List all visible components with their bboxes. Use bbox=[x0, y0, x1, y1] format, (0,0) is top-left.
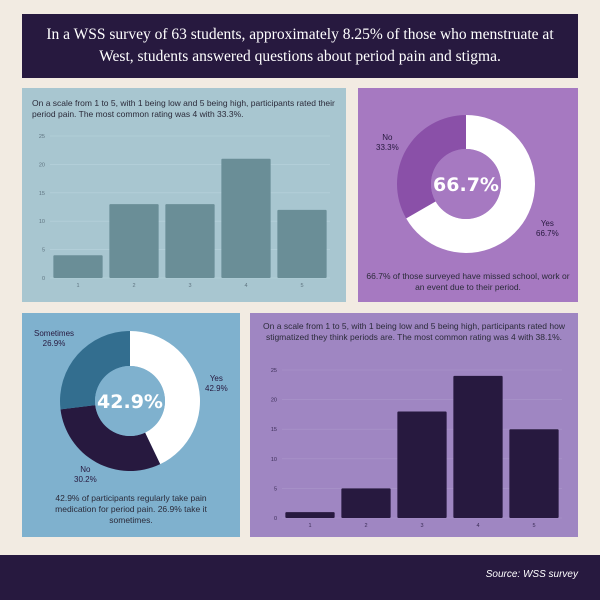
donut-center-label: 66.7% bbox=[433, 174, 499, 196]
x-tick-label: 1 bbox=[308, 523, 311, 529]
donut-hole bbox=[95, 366, 165, 436]
pain-rating-panel: On a scale from 1 to 5, with 1 being low… bbox=[22, 88, 346, 302]
bar bbox=[277, 209, 327, 278]
y-tick-label: 20 bbox=[271, 398, 277, 404]
slice-label-no-value: 30.2% bbox=[74, 474, 97, 484]
pain-rating-bar-chart: 0 5 10 15 20 25 1 2 3 4 5 bbox=[39, 134, 330, 289]
donut-slice bbox=[60, 331, 130, 410]
slice-label-yes-value: 66.7% bbox=[536, 228, 559, 238]
bar bbox=[53, 255, 103, 278]
missed-events-donut-chart: 66.7% bbox=[397, 115, 535, 254]
slice-label-sometimes: Sometimes 26.9% bbox=[34, 329, 74, 348]
y-tick-label: 5 bbox=[274, 486, 277, 492]
slice-label-yes: Yes 66.7% bbox=[536, 219, 559, 238]
slice-label-yes-value: 42.9% bbox=[205, 383, 228, 393]
bar bbox=[341, 488, 391, 518]
page-title: In a WSS survey of 63 students, approxim… bbox=[22, 14, 578, 78]
stigma-rating-description: On a scale from 1 to 5, with 1 being low… bbox=[263, 321, 565, 342]
x-tick-label: 5 bbox=[300, 283, 303, 289]
pain-medication-description: 42.9% of participants regularly take pai… bbox=[55, 493, 207, 525]
slice-label-no-name: No bbox=[382, 133, 393, 142]
bar bbox=[285, 512, 335, 518]
y-tick-label: 0 bbox=[42, 276, 45, 282]
y-tick-label: 20 bbox=[39, 162, 45, 168]
donut-hole bbox=[431, 149, 501, 219]
x-tick-label: 1 bbox=[76, 283, 79, 289]
slice-label-yes-name: Yes bbox=[209, 374, 223, 383]
footer: Source: WSS survey bbox=[0, 555, 600, 600]
slice-label-no-value: 33.3% bbox=[376, 142, 399, 152]
pain-medication-panel: 42.9% Sometimes 26.9% Yes 42.9% No 30.2%… bbox=[22, 313, 240, 537]
pain-medication-donut-chart: 42.9% bbox=[60, 331, 201, 471]
donut-slice bbox=[397, 115, 466, 219]
slice-label-no-name: No bbox=[80, 465, 91, 474]
slice-label-yes: Yes 42.9% bbox=[205, 374, 228, 393]
stigma-rating-bar-chart: 0 5 10 15 20 25 1 2 3 4 5 bbox=[271, 368, 562, 529]
y-tick-label: 10 bbox=[39, 219, 45, 225]
x-tick-label: 3 bbox=[420, 523, 423, 529]
x-tick-label: 3 bbox=[188, 283, 191, 289]
x-tick-label: 4 bbox=[244, 283, 247, 289]
source-note: Source: WSS survey bbox=[485, 569, 578, 580]
bar bbox=[165, 204, 215, 278]
slice-label-sometimes-name: Sometimes bbox=[34, 329, 75, 338]
bar bbox=[509, 429, 559, 518]
y-tick-label: 5 bbox=[42, 248, 45, 254]
missed-events-description: 66.7% of those surveyed have missed scho… bbox=[366, 271, 570, 292]
y-tick-label: 15 bbox=[271, 427, 277, 433]
donut-center-label: 42.9% bbox=[97, 391, 163, 413]
slice-label-no: No 33.3% bbox=[376, 133, 399, 152]
x-tick-label: 2 bbox=[132, 283, 135, 289]
x-tick-label: 5 bbox=[532, 523, 535, 529]
y-tick-label: 0 bbox=[274, 516, 277, 522]
slice-label-sometimes-value: 26.9% bbox=[42, 338, 66, 348]
pain-rating-description: On a scale from 1 to 5, with 1 being low… bbox=[32, 98, 335, 119]
missed-events-panel: 66.7% No 33.3% Yes 66.7% 66.7% of those … bbox=[358, 88, 578, 302]
bar bbox=[221, 158, 271, 278]
y-tick-label: 25 bbox=[271, 368, 277, 374]
y-tick-label: 15 bbox=[39, 191, 45, 197]
donut-slice bbox=[130, 331, 201, 465]
slice-label-yes-name: Yes bbox=[540, 219, 554, 228]
bar bbox=[397, 411, 447, 518]
slice-label-no: No 30.2% bbox=[74, 465, 97, 484]
donut-slice bbox=[60, 405, 161, 471]
donut-slice bbox=[406, 115, 535, 254]
x-tick-label: 4 bbox=[476, 523, 479, 529]
bar bbox=[453, 375, 503, 518]
x-tick-label: 2 bbox=[364, 523, 367, 529]
y-tick-label: 10 bbox=[271, 457, 277, 463]
y-tick-label: 25 bbox=[39, 134, 45, 140]
bar bbox=[109, 204, 159, 278]
stigma-rating-panel: On a scale from 1 to 5, with 1 being low… bbox=[250, 313, 578, 537]
